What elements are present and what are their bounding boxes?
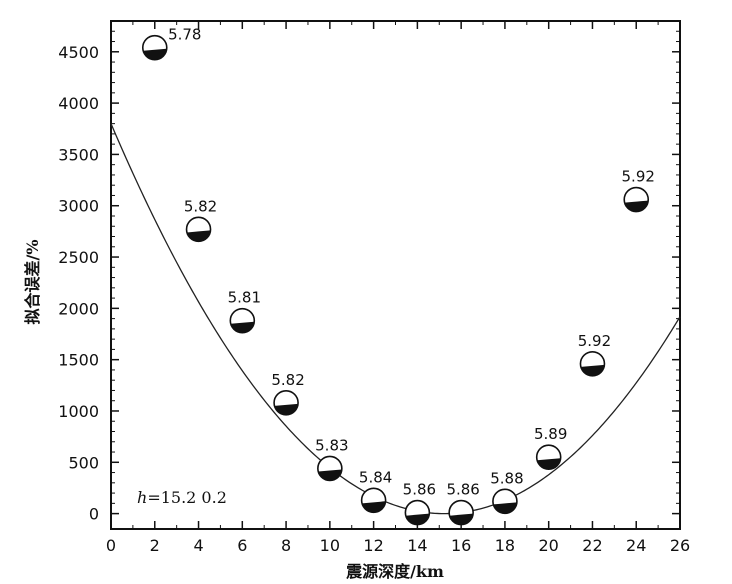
y-tick-label: 1000: [58, 402, 99, 421]
depth-annotation-text: =15.2 0.2: [147, 488, 227, 507]
beachball-marker: 5.92: [622, 168, 655, 213]
x-tick-label: 20: [539, 536, 559, 555]
fit-curve: [110, 123, 681, 515]
magnitude-label: 5.83: [315, 436, 348, 454]
x-tick-label: 0: [106, 536, 116, 555]
magnitude-label: 5.86: [446, 481, 479, 499]
beachball-marker: 5.89: [534, 425, 567, 470]
magnitude-label: 5.81: [228, 289, 261, 307]
beachball-marker: 5.82: [184, 197, 217, 243]
y-tick-label: 4000: [58, 94, 99, 113]
depth-annotation: h=15.2 0.2: [137, 488, 227, 507]
beachball-compression: [143, 48, 167, 60]
magnitude-label: 5.92: [578, 332, 611, 350]
y-tick-label: 2500: [58, 248, 99, 267]
y-tick-label: 500: [68, 453, 99, 472]
x-tick-label: 2: [150, 536, 160, 555]
x-tick-label: 10: [320, 536, 340, 555]
beachball-compression: [362, 501, 386, 513]
x-tick-label: 14: [407, 536, 427, 555]
magnitude-label: 5.89: [534, 425, 567, 443]
beachball-compression: [449, 513, 474, 525]
x-tick-label: 22: [582, 536, 602, 555]
beachball-marker: 5.86: [446, 481, 480, 526]
magnitude-label: 5.82: [184, 197, 217, 215]
y-tick-label: 3500: [58, 145, 99, 164]
beachball-points: 5.78 5.82 5.81 5.82 5.83 5.84 5.86 5.86 5.88 5.89…: [141, 26, 655, 526]
beachball-marker: 5.92: [578, 332, 611, 377]
x-tick-label: 16: [451, 536, 471, 555]
magnitude-label: 5.88: [490, 469, 523, 487]
x-tick-label: 26: [670, 536, 690, 555]
beachball-compression: [405, 513, 430, 525]
x-tick-label: 24: [626, 536, 646, 555]
x-tick-label: 6: [237, 536, 247, 555]
plot-frame: [110, 20, 681, 530]
beachball-marker: 5.78: [141, 26, 201, 61]
x-tick-label: 18: [495, 536, 515, 555]
beachball-compression: [580, 364, 605, 376]
y-tick-label: 3000: [58, 197, 99, 216]
beachball-compression: [537, 458, 561, 470]
beachball-marker: 5.81: [228, 289, 261, 334]
y-tick-label: 0: [89, 505, 99, 524]
magnitude-label: 5.84: [359, 468, 392, 486]
beachball-marker: 5.82: [271, 371, 305, 416]
h-symbol: h: [137, 488, 147, 507]
beachball-compression: [230, 321, 255, 333]
y-tick-label: 1500: [58, 351, 99, 370]
beachball-compression: [624, 200, 649, 212]
y-tick-label: 4500: [58, 43, 99, 62]
x-tick-label: 12: [363, 536, 383, 555]
x-tick-label: 4: [193, 536, 203, 555]
beachball-compression: [493, 502, 517, 514]
beachball-compression: [274, 403, 299, 415]
y-axis-label: 拟合误差/%: [23, 239, 42, 324]
beachball-compression: [318, 469, 342, 481]
beachball-marker: 5.83: [315, 436, 349, 482]
magnitude-label: 5.78: [168, 26, 201, 44]
beachball-marker: 5.88: [490, 469, 524, 515]
magnitude-label: 5.86: [403, 481, 436, 499]
x-tick-label: 8: [281, 536, 291, 555]
x-axis-label: 震源深度/km: [345, 562, 444, 581]
beachball-marker: 5.86: [403, 481, 436, 526]
x-axis-ticks: 0 2 4 6 8 10 12 14 16 18 20 22 24 26: [106, 21, 690, 555]
y-tick-label: 2000: [58, 299, 99, 318]
magnitude-label: 5.82: [271, 371, 304, 389]
beachball-marker: 5.84: [359, 468, 392, 514]
y-axis-ticks: 0 500 1000 1500 2000 2500 3000 3500 4000 4500: [58, 20, 680, 524]
beachball-compression: [186, 230, 211, 242]
magnitude-label: 5.92: [622, 168, 655, 186]
